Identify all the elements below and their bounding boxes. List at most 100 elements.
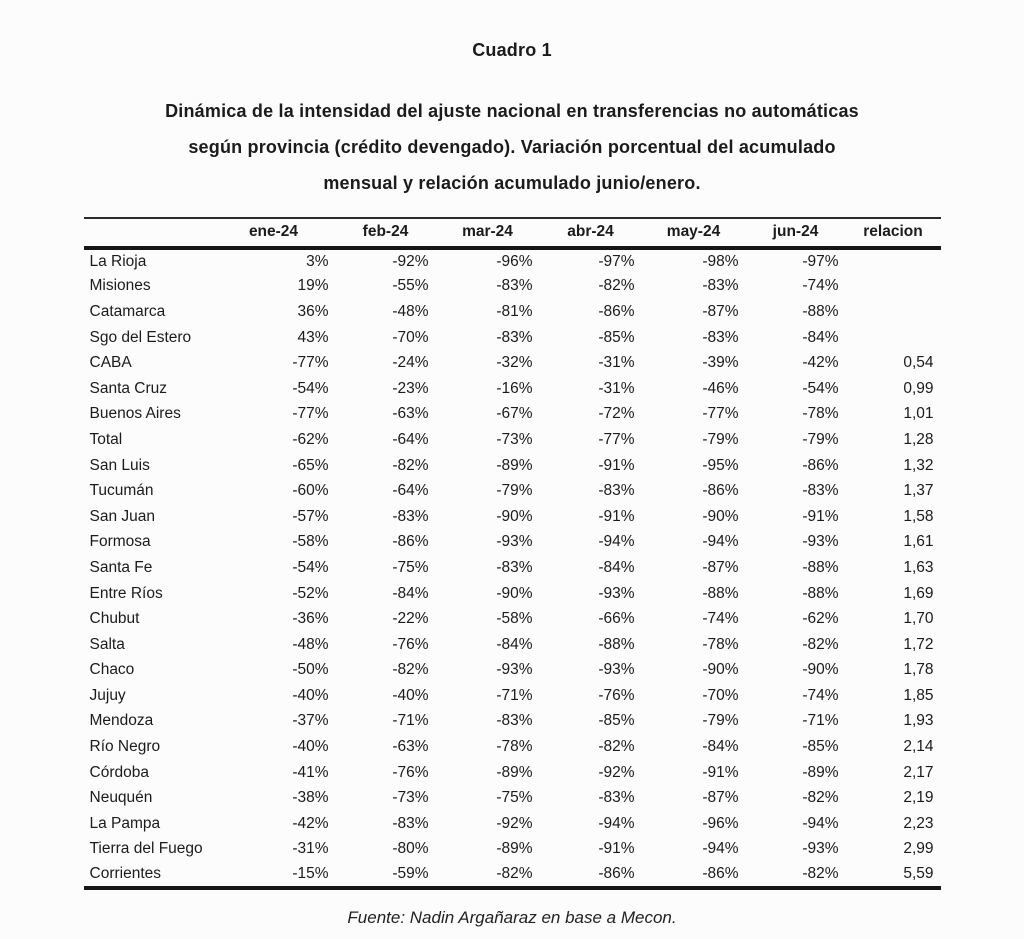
- province-name-cell: Formosa: [89, 533, 151, 551]
- value-cell: -60%: [292, 482, 329, 500]
- value-cell: 0,99: [903, 379, 934, 397]
- value-cell: -15%: [292, 865, 329, 883]
- table-row: Chubut -36% -22% -58% -66% -74% -62% 1,70: [84, 606, 941, 632]
- value-cell: -54%: [292, 379, 329, 397]
- province-name-cell: Sgo del Estero: [89, 328, 192, 346]
- value-cell: 1,01: [903, 405, 934, 423]
- value-cell: -86%: [392, 533, 429, 551]
- value-cell: -71%: [802, 712, 839, 730]
- table-row: Misiones 19% -55% -83% -82% -83% -74%: [84, 274, 941, 300]
- value-cell: -64%: [392, 430, 429, 448]
- value-cell: -89%: [496, 840, 533, 858]
- column-header: ene-24: [248, 223, 299, 240]
- value-cell: -84%: [392, 584, 429, 602]
- value-cell: -87%: [702, 789, 739, 807]
- value-cell: -91%: [598, 456, 635, 474]
- value-cell: 1,85: [903, 686, 934, 704]
- value-cell: -83%: [598, 789, 635, 807]
- value-cell: -39%: [702, 354, 739, 372]
- value-cell: 1,70: [903, 610, 934, 628]
- province-name-cell: Buenos Aires: [89, 405, 181, 423]
- value-cell: -82%: [392, 661, 429, 679]
- value-cell: -71%: [392, 712, 429, 730]
- value-cell: -71%: [496, 686, 533, 704]
- table-row: Chaco -50% -82% -93% -93% -90% -90% 1,78: [84, 658, 941, 684]
- value-cell: 43%: [297, 328, 329, 346]
- value-cell: -22%: [392, 610, 429, 628]
- value-cell: -32%: [496, 354, 533, 372]
- table-row: Santa Cruz -54% -23% -16% -31% -46% -54% 0,99: [84, 376, 941, 402]
- source-note: Fuente: Nadin Argañaraz en base a Mecon.: [347, 907, 677, 927]
- province-name-cell: Corrientes: [89, 865, 162, 883]
- table-row: Neuquén -38% -73% -75% -83% -87% -82% 2,19: [84, 785, 941, 811]
- value-cell: -62%: [802, 610, 839, 628]
- column-header: jun-24: [772, 223, 819, 240]
- value-cell: -84%: [598, 558, 635, 576]
- value-cell: -74%: [802, 277, 839, 295]
- value-cell: -82%: [802, 865, 839, 883]
- province-name-cell: Santa Fe: [89, 558, 153, 576]
- value-cell: -86%: [598, 302, 635, 320]
- table-row: Formosa -58% -86% -93% -94% -94% -93% 1,61: [84, 530, 941, 556]
- value-cell: -31%: [292, 840, 329, 858]
- value-cell: -84%: [496, 635, 533, 653]
- value-cell: -82%: [598, 277, 635, 295]
- value-cell: 1,72: [903, 635, 934, 653]
- table-row: Entre Ríos -52% -84% -90% -93% -88% -88% 1,69: [84, 581, 941, 607]
- value-cell: -75%: [392, 558, 429, 576]
- table-row: La Rioja 3% -92% -96% -97% -98% -97%: [84, 248, 941, 274]
- value-cell: -41%: [292, 763, 329, 781]
- value-cell: 2,14: [903, 738, 934, 756]
- value-cell: -87%: [702, 558, 739, 576]
- value-cell: -83%: [702, 277, 739, 295]
- value-cell: -64%: [392, 482, 429, 500]
- table-subtitle: Dinámica de la intensidad del ajuste nac…: [165, 101, 859, 193]
- value-cell: -87%: [702, 302, 739, 320]
- value-cell: -79%: [702, 712, 739, 730]
- value-cell: -77%: [292, 405, 329, 423]
- value-cell: -40%: [292, 686, 329, 704]
- value-cell: -42%: [802, 354, 839, 372]
- value-cell: -83%: [496, 558, 533, 576]
- province-name-cell: CABA: [89, 354, 132, 372]
- value-cell: -93%: [802, 840, 839, 858]
- province-name-cell: Santa Cruz: [89, 379, 168, 397]
- value-cell: -63%: [392, 405, 429, 423]
- value-cell: 1,78: [903, 661, 934, 679]
- province-name-cell: San Juan: [89, 507, 156, 525]
- value-cell: -23%: [392, 379, 429, 397]
- value-cell: -88%: [598, 635, 635, 653]
- value-cell: -83%: [496, 328, 533, 346]
- value-cell: -24%: [392, 354, 429, 372]
- value-cell: -79%: [802, 430, 839, 448]
- value-cell: -75%: [496, 789, 533, 807]
- table-row: Río Negro -40% -63% -78% -82% -84% -85% 2,14: [84, 734, 941, 760]
- table-row: Mendoza -37% -71% -83% -85% -79% -71% 1,93: [84, 709, 941, 735]
- value-cell: -86%: [802, 456, 839, 474]
- value-cell: -55%: [392, 277, 429, 295]
- value-cell: -93%: [598, 584, 635, 602]
- table-body: La Rioja 3% -92% -96% -97% -98% -97% Misiones 19…: [84, 248, 941, 888]
- value-cell: -76%: [392, 635, 429, 653]
- table-row: Total -62% -64% -73% -77% -79% -79% 1,28: [84, 427, 941, 453]
- value-cell: -83%: [598, 482, 635, 500]
- value-cell: 0,54: [903, 354, 934, 372]
- column-header: abr-24: [567, 223, 614, 240]
- value-cell: -97%: [598, 252, 635, 270]
- value-cell: -91%: [598, 507, 635, 525]
- value-cell: -93%: [496, 661, 533, 679]
- value-cell: -96%: [702, 814, 739, 832]
- column-header: mar-24: [462, 223, 513, 240]
- value-cell: -95%: [702, 456, 739, 474]
- row-label-column-header: [84, 218, 212, 248]
- value-cell: -73%: [496, 430, 533, 448]
- value-cell: -92%: [598, 763, 635, 781]
- value-cell: -97%: [802, 252, 839, 270]
- value-cell: -77%: [598, 430, 635, 448]
- province-name-cell: Total: [89, 430, 123, 448]
- table-row: Jujuy -40% -40% -71% -76% -70% -74% 1,85: [84, 683, 941, 709]
- value-cell: 1,63: [903, 558, 934, 576]
- value-cell: -83%: [392, 814, 429, 832]
- value-cell: -85%: [598, 712, 635, 730]
- value-cell: -66%: [598, 610, 635, 628]
